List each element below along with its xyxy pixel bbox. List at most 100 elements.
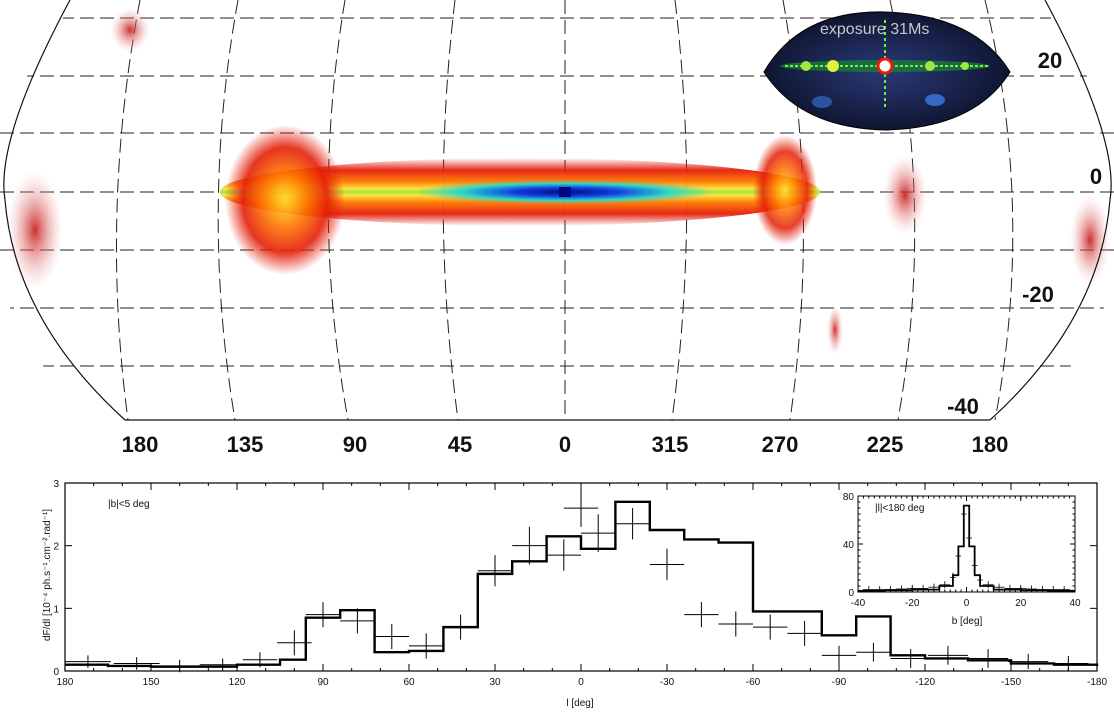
- profile-annotation: |b|<5 deg: [108, 499, 150, 510]
- y-tick-label: 1: [53, 604, 59, 615]
- data-point: [277, 630, 312, 656]
- inset-data-point: [928, 583, 940, 591]
- data-point: [968, 649, 1009, 668]
- data-point: [409, 633, 444, 659]
- inset-background: [858, 496, 1075, 592]
- high-lat-emission: [110, 8, 150, 52]
- x-tick-label: -150: [1001, 677, 1021, 688]
- galactic-center-pixel: [559, 187, 571, 197]
- x-tick-label: -120: [915, 677, 935, 688]
- inset-data-point: [895, 585, 907, 592]
- inset-data-point: [971, 559, 978, 572]
- latitude-tick-labels: 20 0 -20 -40: [947, 48, 1102, 419]
- data-point: [65, 655, 111, 668]
- exposure-hotspot-center: [876, 57, 894, 75]
- inset-data-point: [982, 581, 994, 589]
- data-point: [563, 489, 599, 527]
- exposure-hotspot: [801, 61, 811, 71]
- exposure-hotspot: [827, 60, 839, 72]
- x-tick-label: 180: [57, 677, 74, 688]
- x-tick-label: 150: [143, 677, 160, 688]
- inset-data-point: [939, 581, 951, 589]
- data-point: [581, 514, 616, 552]
- inset-data-point: [874, 586, 886, 592]
- inset-data-point: [966, 530, 972, 546]
- x-tick-label: -90: [832, 677, 847, 688]
- data-point: [242, 652, 278, 668]
- inset-data-points: [863, 506, 1070, 592]
- vela-region-emission: [753, 135, 817, 245]
- exposure-hotspot: [925, 61, 935, 71]
- data-point: [305, 602, 341, 628]
- inset-model-step-line: [858, 504, 1075, 592]
- latitude-profile-inset: -40 -20 0 20 40 0 40 80 |l|<180 deg b [deg]: [843, 492, 1081, 627]
- exposure-blue-patch: [812, 96, 832, 108]
- longitude-tick-label: 315: [652, 432, 689, 457]
- y-tick-label: 3: [53, 479, 59, 490]
- inset-data-point: [1004, 584, 1016, 592]
- outer-plane-emission: [883, 155, 927, 235]
- exposure-inset: exposure 31Ms: [763, 11, 1011, 131]
- data-point: [546, 539, 581, 571]
- inset-model-histogram: [858, 504, 1075, 592]
- x-tick-label: 60: [403, 677, 415, 688]
- inset-y-tick-label: 80: [843, 492, 855, 503]
- x-tick-label: 30: [489, 677, 501, 688]
- data-point: [856, 642, 891, 662]
- profile-ylabel: dF/dl [10⁻⁴ ph.s⁻¹.cm⁻².rad⁻¹]: [42, 509, 53, 641]
- anticenter-emission-left: [7, 170, 63, 290]
- data-point: [649, 548, 685, 581]
- x-tick-label: -60: [746, 677, 761, 688]
- inset-x-tick-label: 20: [1015, 598, 1027, 609]
- data-point: [615, 508, 650, 540]
- latitude-tick-label: 20: [1038, 48, 1062, 73]
- data-point: [512, 526, 547, 565]
- inset-data-point: [917, 584, 929, 592]
- inset-data-point: [1037, 586, 1048, 592]
- inset-data-point: [885, 586, 896, 592]
- sky-map: exposure 31Ms 180 135 90 45 0 315 270 225 180 20…: [0, 0, 1114, 457]
- model-step-line: [65, 500, 1099, 668]
- data-point: [684, 602, 719, 628]
- latitude-tick-label: 0: [1090, 164, 1102, 189]
- inset-data-point: [906, 584, 918, 592]
- inset-x-tick-label: -20: [905, 598, 920, 609]
- sky-map-outline: [3, 0, 1112, 421]
- profile-xlabel: l [deg]: [566, 698, 593, 709]
- anticenter-emission-right: [1070, 195, 1110, 285]
- x-tick-label: -180: [1087, 677, 1107, 688]
- data-point: [374, 624, 409, 650]
- inset-data-point: [1047, 586, 1059, 592]
- data-point: [443, 614, 478, 640]
- x-tick-label: 120: [229, 677, 246, 688]
- exposure-hotspot: [961, 62, 969, 70]
- exposure-blue-patch: [925, 94, 945, 106]
- inset-data-point: [977, 575, 983, 585]
- south-lat-emission: [827, 305, 843, 355]
- data-point: [821, 645, 857, 665]
- inset-y-tick-label: 40: [843, 540, 855, 551]
- inset-data-point: [961, 506, 967, 522]
- x-tick-label: -30: [660, 677, 675, 688]
- inset-data-point: [1026, 585, 1038, 592]
- y-tick-label: 0: [53, 667, 59, 678]
- longitude-profile-plot: 180 150 120 90 60 30 0 -30 -60 -90 -120 -150 -180012…: [42, 479, 1107, 709]
- inset-data-point: [1015, 584, 1027, 592]
- profile-data-points: [65, 489, 1089, 673]
- x-tick-label: 90: [317, 677, 329, 688]
- inset-data-point: [863, 586, 875, 592]
- data-point: [1008, 654, 1049, 670]
- longitude-gridline: [984, 0, 1014, 420]
- data-point: [477, 555, 513, 587]
- inset-data-point: [993, 583, 1005, 591]
- data-point: [890, 649, 931, 668]
- longitude-tick-label: 180: [122, 432, 159, 457]
- inset-y-tick-label: 0: [848, 588, 854, 599]
- data-point: [1048, 655, 1089, 671]
- inset-x-tick-label: 40: [1069, 598, 1081, 609]
- longitude-tick-label: 225: [867, 432, 904, 457]
- data-point: [340, 608, 375, 634]
- sky-emission: [7, 8, 1110, 355]
- x-tick-label: 0: [578, 677, 584, 688]
- longitude-tick-label: 270: [762, 432, 799, 457]
